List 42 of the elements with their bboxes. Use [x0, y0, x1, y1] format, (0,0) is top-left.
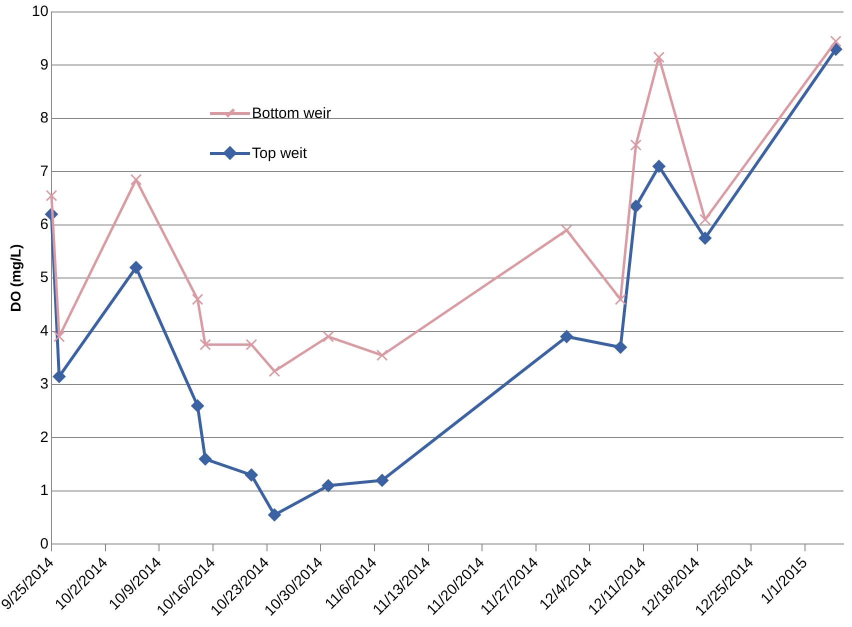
y-tick-label: 10 [32, 3, 48, 20]
point [130, 174, 142, 186]
point [653, 52, 665, 63]
point [198, 452, 212, 466]
point [614, 340, 628, 354]
point [630, 139, 642, 151]
point [53, 330, 65, 342]
point [560, 330, 574, 344]
y-tick-label: 6 [40, 216, 48, 234]
point [268, 366, 280, 377]
point [246, 338, 258, 350]
point [322, 330, 334, 342]
point [699, 214, 711, 226]
point [244, 468, 258, 482]
point [322, 479, 335, 492]
y-tick-label: 5 [40, 269, 48, 286]
legend-label: Bottom weir [252, 104, 332, 122]
point [376, 350, 388, 361]
point [191, 399, 204, 412]
point [830, 36, 842, 47]
y-tick-label: 7 [40, 162, 48, 180]
point [629, 200, 642, 213]
y-axis-title: DO (mg/L) [7, 244, 24, 312]
y-tick-label: 4 [40, 322, 48, 340]
point [698, 232, 712, 245]
point [652, 160, 666, 173]
y-tick-label: 1 [40, 482, 48, 500]
point [200, 338, 211, 350]
y-tick-label: 3 [40, 376, 48, 393]
y-tick-label: 2 [40, 428, 48, 446]
point [130, 260, 143, 274]
point [560, 224, 572, 236]
legend-label: Top weit [252, 144, 307, 162]
y-tick-label: 9 [40, 56, 48, 74]
y-tick-label: 0 [40, 535, 48, 552]
point [46, 190, 58, 202]
point [614, 294, 626, 306]
point [192, 294, 204, 306]
point [52, 370, 66, 384]
point [376, 474, 389, 487]
y-tick-label: 8 [40, 110, 48, 127]
point [268, 508, 281, 522]
